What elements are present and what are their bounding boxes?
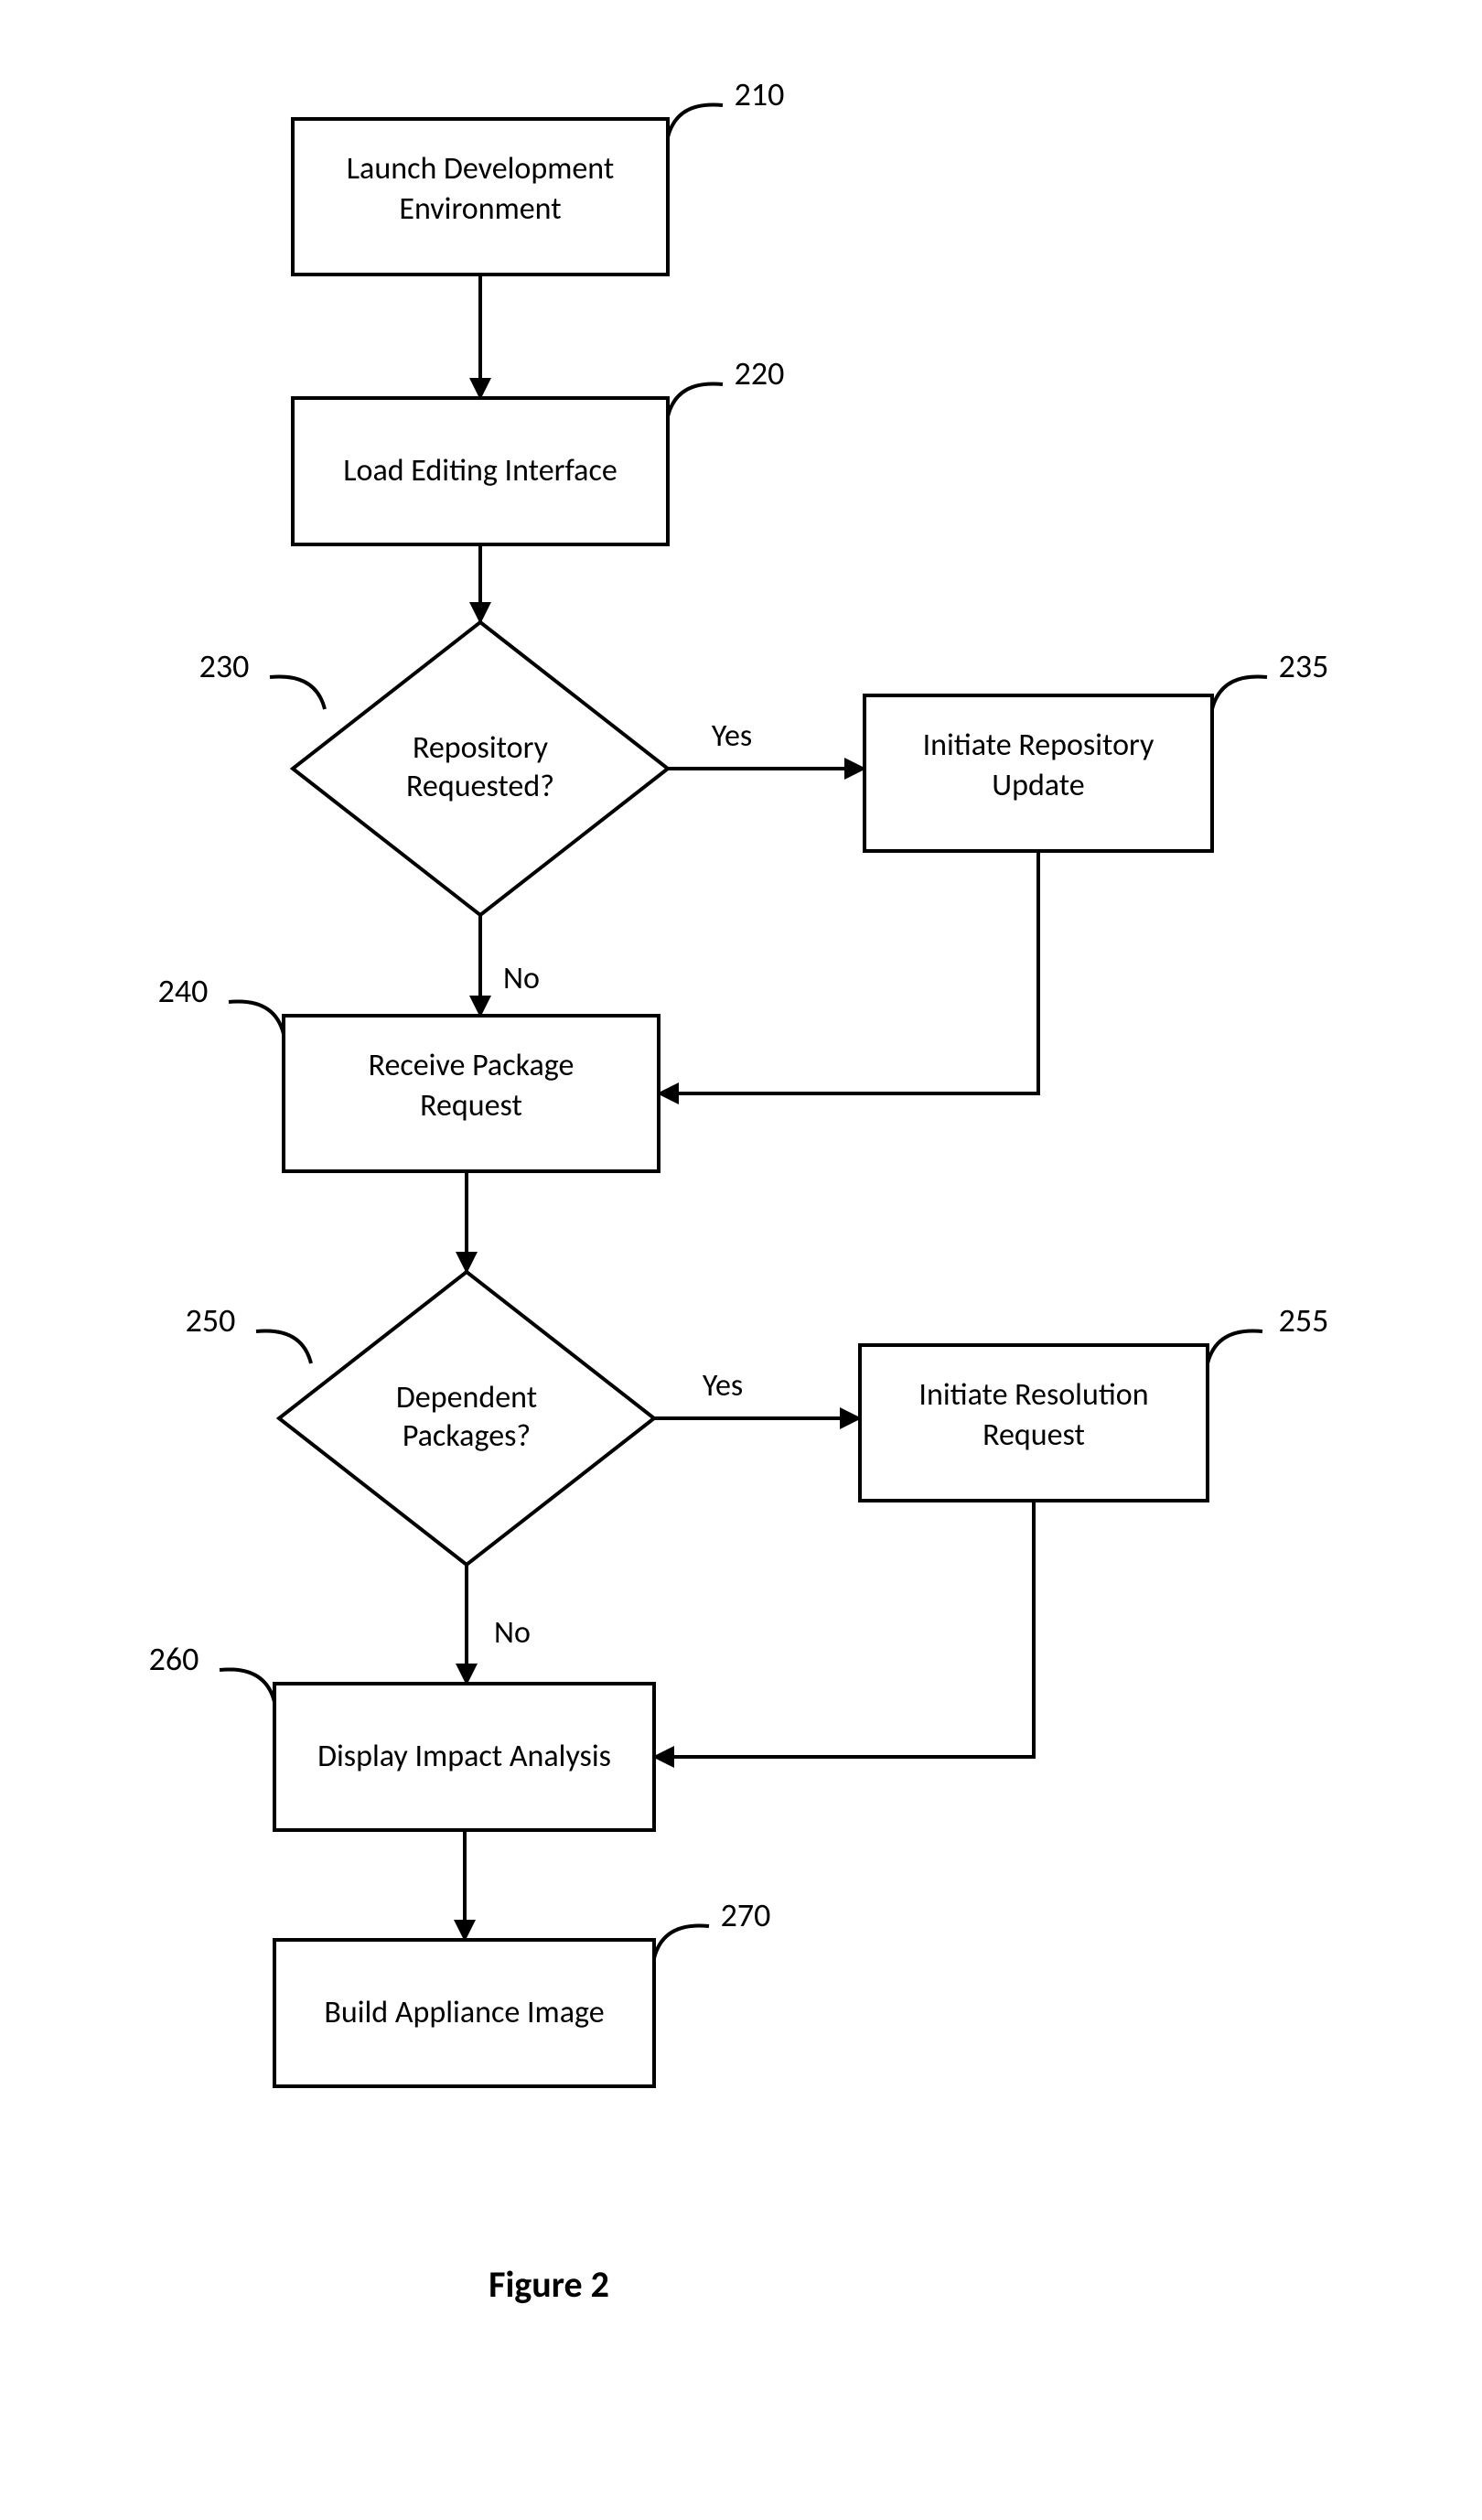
ref-number: 250 xyxy=(186,1300,236,1341)
node-label: Request xyxy=(420,1087,522,1125)
node-n270: Build Appliance Image xyxy=(274,1940,654,2086)
ref-number: 240 xyxy=(158,971,209,1011)
node-label: Request xyxy=(983,1416,1085,1454)
ref-number: 235 xyxy=(1279,646,1329,686)
ref-number: 210 xyxy=(735,74,785,114)
ref-number: 260 xyxy=(149,1639,199,1679)
ref-number: 230 xyxy=(199,646,250,686)
node-label: Environment xyxy=(399,190,561,228)
node-label: Requested? xyxy=(406,768,554,805)
node-label: Dependent xyxy=(396,1379,537,1416)
node-label: Launch Development xyxy=(347,150,614,188)
node-n260: Display Impact Analysis xyxy=(274,1684,654,1830)
node-n235: Initiate RepositoryUpdate xyxy=(864,695,1212,851)
node-label: Packages? xyxy=(403,1417,531,1455)
node-n255: Initiate ResolutionRequest xyxy=(860,1345,1208,1501)
edge-label: Yes xyxy=(703,1367,743,1405)
edge-label: No xyxy=(494,1614,531,1652)
node-label: Update xyxy=(992,767,1084,804)
node-label: Load Editing Interface xyxy=(343,452,618,490)
node-n220: Load Editing Interface xyxy=(293,398,668,544)
ref-number: 270 xyxy=(721,1895,771,1935)
figure-caption: Figure 2 xyxy=(489,2262,609,2307)
flowchart-diagram: YesNoYesNoLaunch DevelopmentEnvironmentL… xyxy=(0,0,1482,2520)
node-n240: Receive PackageRequest xyxy=(284,1016,659,1171)
edge-label: Yes xyxy=(712,717,752,755)
node-label: Build Appliance Image xyxy=(324,1994,604,2031)
node-label: Initiate Repository xyxy=(923,727,1154,764)
ref-number: 220 xyxy=(735,353,785,393)
edge-label: No xyxy=(503,960,540,997)
node-label: Display Impact Analysis xyxy=(317,1738,611,1775)
node-label: Initiate Resolution xyxy=(918,1376,1148,1414)
node-label: Repository xyxy=(413,729,549,767)
node-n210: Launch DevelopmentEnvironment xyxy=(293,119,668,275)
node-label: Receive Package xyxy=(369,1047,575,1084)
ref-number: 255 xyxy=(1279,1300,1329,1341)
